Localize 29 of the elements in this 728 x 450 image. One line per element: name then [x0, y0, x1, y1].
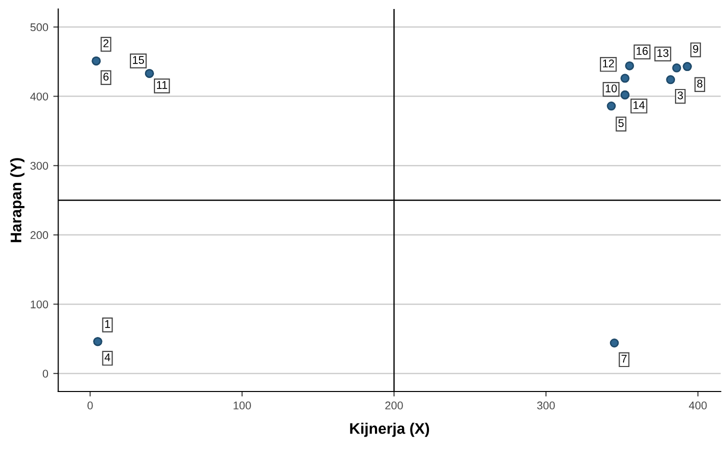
x-tick-label: 100: [234, 402, 251, 410]
annotation: 1: [105, 320, 110, 328]
annotation: 16: [636, 47, 648, 55]
x-axis-title: Kijnerja (X): [350, 422, 430, 437]
annotation: 13: [657, 49, 668, 57]
annotation: 8: [697, 80, 702, 88]
annotation: 11: [156, 81, 168, 89]
y-tick-label: 200: [30, 231, 48, 240]
y-tick-label: 400: [30, 92, 48, 100]
annotation: 14: [634, 101, 645, 109]
annotation: 15: [132, 56, 144, 64]
annotation: 5: [618, 119, 624, 128]
y-axis-title: Harapan (Y): [10, 158, 24, 242]
annotation: 2: [103, 39, 108, 48]
x-tick-label: 300: [537, 402, 555, 410]
annotation: 4: [104, 354, 110, 362]
x-tick-label: 0: [87, 402, 93, 410]
y-tick-label: 500: [30, 23, 48, 32]
annotation: 6: [103, 72, 109, 81]
x-tick-label: 200: [385, 402, 403, 410]
x-tick-label: 400: [688, 402, 707, 410]
y-tick-label: 300: [30, 162, 48, 170]
y-tick-label: 100: [30, 300, 48, 308]
y-tick-label: 0: [42, 370, 48, 378]
annotation: 12: [602, 60, 614, 68]
annotation: 10: [606, 84, 617, 92]
annotation: 7: [622, 354, 627, 363]
annotation: 3: [678, 91, 683, 100]
annotation: 9: [693, 44, 698, 53]
